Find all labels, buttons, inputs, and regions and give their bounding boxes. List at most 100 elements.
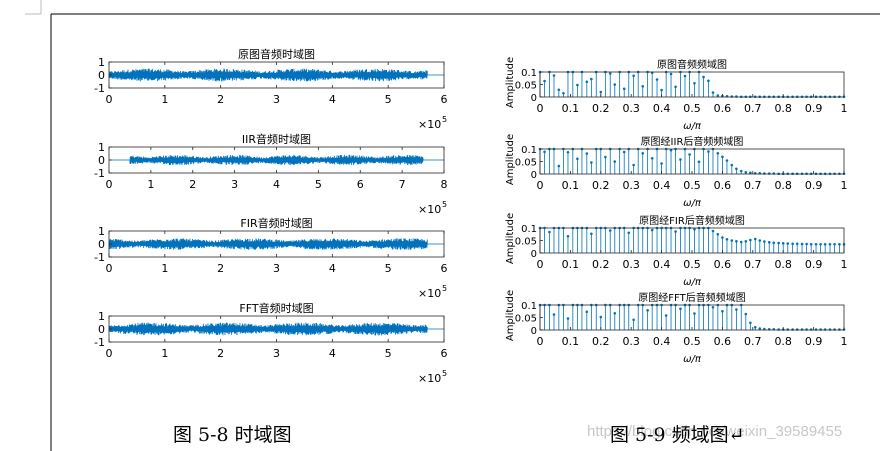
- x-tick-label: 3: [231, 178, 238, 191]
- y-tick-label: 0: [98, 154, 105, 167]
- y-tick-label: 0.1: [521, 224, 537, 235]
- x-tick-label: 2: [217, 347, 224, 360]
- stem-marker: [833, 242, 836, 246]
- chart-title: 原图音频时域图: [238, 47, 315, 61]
- x-tick-label: 0.2: [592, 179, 610, 192]
- stem-marker: [664, 314, 668, 317]
- chart-title: 原图经IIR后音频频域图: [641, 135, 744, 148]
- x-tick-label: 1: [841, 179, 848, 192]
- stem-marker: [819, 328, 822, 331]
- x-tick-label: 5: [315, 178, 322, 191]
- stem-marker: [823, 328, 827, 331]
- stem-marker: [702, 75, 705, 79]
- signal-line: [108, 238, 444, 250]
- stem-marker: [674, 230, 677, 233]
- stem-marker: [838, 328, 841, 331]
- x-tick-label: 4: [329, 347, 336, 360]
- chart-title: IIR音频时域图: [242, 132, 311, 146]
- x-tick-label: 1: [841, 335, 848, 348]
- x-tick-label: 0: [106, 347, 113, 360]
- stem-marker: [716, 94, 720, 97]
- stem-marker: [767, 240, 771, 244]
- plot-frame: [539, 148, 845, 175]
- stem-marker: [716, 151, 720, 155]
- stem-marker: [608, 72, 612, 75]
- stem-marker: [693, 227, 696, 231]
- x-tick-label: 0.1: [562, 179, 580, 192]
- stem-marker: [674, 85, 677, 89]
- y-tick-label: 0.1: [521, 145, 537, 156]
- x-axis-label: ω/π: [683, 354, 702, 365]
- stem-series: [538, 303, 846, 331]
- stem-marker: [749, 321, 752, 325]
- stem-marker: [735, 167, 738, 171]
- stem-marker: [679, 307, 682, 311]
- plot-frame: [539, 71, 845, 98]
- x-tick-label: 5: [385, 93, 392, 106]
- stem-marker: [795, 242, 799, 246]
- x-exponent: 5: [442, 200, 447, 209]
- x-tick-label: 8: [441, 178, 448, 191]
- stem-marker: [749, 238, 752, 242]
- y-tick-label: 0: [531, 170, 537, 181]
- x-tick-label: 0.1: [562, 102, 580, 115]
- plot-frame: [539, 227, 845, 254]
- stem-marker: [711, 229, 715, 233]
- x-tick-label: 5: [385, 262, 392, 275]
- x-tick-label: 1: [841, 102, 848, 115]
- x-tick-label: 3: [273, 93, 280, 106]
- x-tick-label: 3: [273, 262, 280, 275]
- stem-marker: [739, 240, 743, 244]
- stem-marker: [683, 74, 687, 78]
- x-exponent-label: ×10: [418, 372, 441, 385]
- x-tick-label: 6: [441, 347, 448, 360]
- x-tick-label: 0.5: [683, 102, 701, 115]
- stem-marker: [744, 312, 748, 316]
- x-tick-label: 0.3: [622, 335, 640, 348]
- x-tick-label: 4: [329, 93, 336, 106]
- x-exponent: 5: [442, 369, 447, 378]
- x-axis-label: ω/π: [683, 198, 702, 209]
- x-exponent: 5: [442, 284, 447, 293]
- y-tick-label: 0: [531, 93, 537, 104]
- y-tick-label: -1: [94, 251, 105, 264]
- x-tick-label: 0.9: [805, 102, 823, 115]
- stem-marker: [735, 239, 738, 243]
- stem-marker: [566, 234, 570, 238]
- x-tick-label: 0.6: [714, 258, 732, 271]
- stem-marker: [693, 312, 696, 315]
- y-tick-label: 0: [531, 326, 537, 337]
- stem-marker: [781, 241, 785, 245]
- stem-marker: [730, 239, 734, 242]
- stem-marker: [632, 163, 635, 167]
- stem-marker: [763, 240, 766, 243]
- stem-marker: [838, 242, 841, 246]
- stem-marker: [795, 328, 799, 331]
- stem-marker: [613, 160, 617, 163]
- stem-marker: [758, 327, 762, 330]
- x-axis-label: ω/π: [683, 277, 702, 288]
- x-tick-label: 0.5: [683, 179, 701, 192]
- stem-marker: [566, 150, 570, 154]
- chart-title: 原图经FFT后音频频域图: [638, 291, 745, 304]
- y-tick-label: 1: [98, 310, 105, 323]
- stem-marker: [744, 170, 748, 174]
- stem-marker: [688, 153, 691, 156]
- stem-marker: [557, 164, 561, 168]
- stem-marker: [604, 155, 607, 159]
- y-tick-label: 0.05: [515, 158, 537, 169]
- signal-line: [108, 322, 444, 336]
- stem-marker: [805, 328, 808, 331]
- stem-marker: [599, 315, 603, 319]
- stem-marker: [791, 328, 794, 331]
- x-tick-label: 0.6: [714, 335, 732, 348]
- x-tick-label: 0.9: [805, 335, 823, 348]
- y-tick-label: -1: [94, 336, 105, 349]
- x-tick-label: 0.6: [714, 102, 732, 115]
- stem-marker: [777, 241, 780, 245]
- stem-marker: [576, 83, 579, 87]
- stem-marker: [814, 328, 818, 331]
